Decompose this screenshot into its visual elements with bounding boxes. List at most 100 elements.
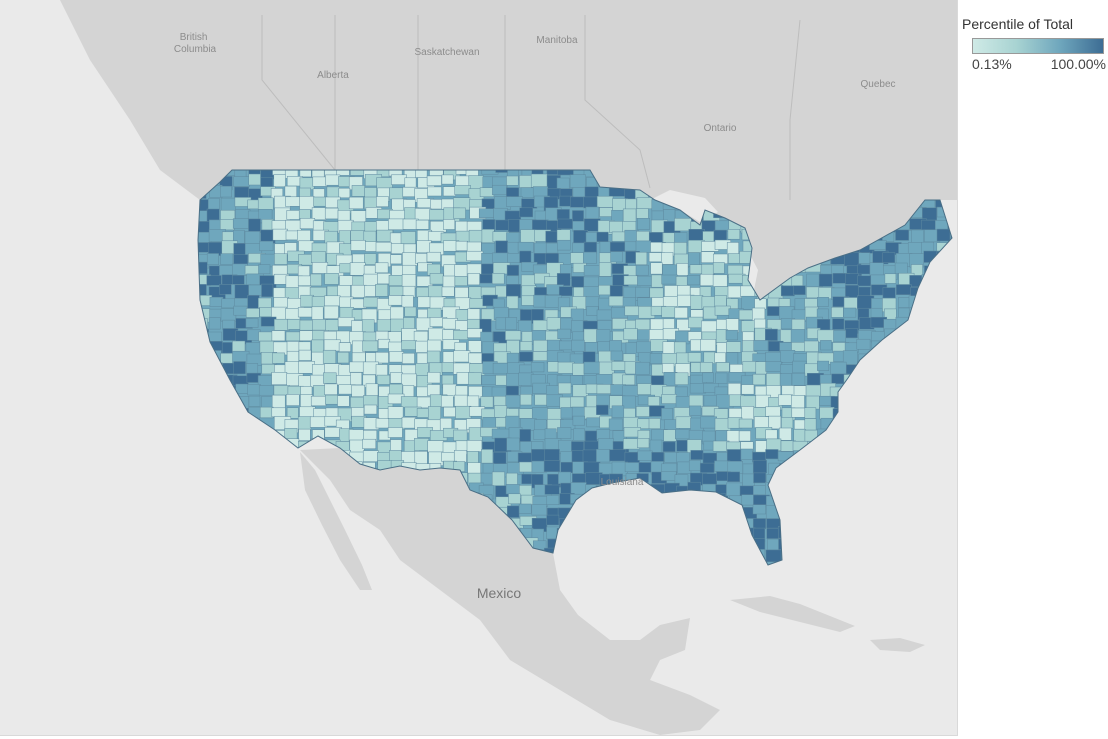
county-cell[interactable] bbox=[388, 218, 406, 230]
county-cell[interactable] bbox=[220, 537, 237, 549]
county-cell[interactable] bbox=[248, 505, 262, 519]
county-cell[interactable] bbox=[559, 396, 572, 409]
county-cell[interactable] bbox=[361, 319, 375, 334]
county-cell[interactable] bbox=[845, 517, 858, 533]
county-cell[interactable] bbox=[895, 284, 912, 295]
county-cell[interactable] bbox=[738, 309, 755, 321]
county-cell[interactable] bbox=[583, 251, 597, 264]
county-cell[interactable] bbox=[519, 351, 533, 362]
county-cell[interactable] bbox=[663, 516, 679, 528]
county-cell[interactable] bbox=[219, 395, 236, 409]
county-cell[interactable] bbox=[846, 395, 859, 406]
county-cell[interactable] bbox=[480, 396, 494, 408]
county-cell[interactable] bbox=[571, 518, 588, 528]
county-cell[interactable] bbox=[818, 518, 837, 530]
county-cell[interactable] bbox=[557, 218, 573, 230]
county-cell[interactable] bbox=[583, 496, 600, 508]
county-cell[interactable] bbox=[350, 230, 365, 241]
county-cell[interactable] bbox=[856, 548, 871, 559]
county-cell[interactable] bbox=[805, 516, 821, 529]
county-cell[interactable] bbox=[635, 517, 651, 530]
choropleth-map[interactable]: British Columbia Alberta Saskatchewan Ma… bbox=[0, 0, 957, 735]
county-cell[interactable] bbox=[934, 353, 950, 367]
county-cell[interactable] bbox=[921, 495, 935, 509]
county-cell[interactable] bbox=[871, 417, 885, 429]
county-cell[interactable] bbox=[844, 416, 860, 431]
county-cell[interactable] bbox=[869, 559, 883, 573]
county-cell[interactable] bbox=[401, 340, 417, 350]
county-cell[interactable] bbox=[219, 219, 235, 231]
county-cell[interactable] bbox=[921, 219, 937, 230]
county-cell[interactable] bbox=[610, 251, 623, 263]
county-cell[interactable] bbox=[543, 460, 561, 472]
county-cell[interactable] bbox=[598, 548, 616, 562]
county-cell[interactable] bbox=[819, 495, 834, 510]
county-cell[interactable] bbox=[885, 363, 903, 377]
county-cell[interactable] bbox=[299, 218, 316, 229]
county-cell[interactable] bbox=[298, 375, 311, 388]
county-cell[interactable] bbox=[208, 505, 224, 520]
county-cell[interactable] bbox=[219, 550, 232, 565]
county-cell[interactable] bbox=[689, 405, 702, 416]
county-cell[interactable] bbox=[285, 394, 300, 406]
county-cell[interactable] bbox=[547, 361, 560, 373]
county-cell[interactable] bbox=[506, 196, 523, 207]
county-cell[interactable] bbox=[274, 450, 287, 462]
county-cell[interactable] bbox=[833, 507, 850, 517]
county-cell[interactable] bbox=[582, 515, 598, 526]
county-cell[interactable] bbox=[546, 495, 560, 505]
county-cell[interactable] bbox=[219, 284, 232, 295]
county-cell[interactable] bbox=[819, 462, 834, 474]
county-cell[interactable] bbox=[909, 484, 926, 498]
county-cell[interactable] bbox=[609, 340, 622, 353]
county-cell[interactable] bbox=[364, 285, 376, 297]
county-cell[interactable] bbox=[833, 472, 848, 487]
county-cell[interactable] bbox=[622, 208, 637, 223]
county-cell[interactable] bbox=[234, 536, 248, 551]
county-cell[interactable] bbox=[898, 342, 913, 352]
county-cell[interactable] bbox=[377, 338, 391, 349]
county-cell[interactable] bbox=[429, 273, 444, 285]
county-cell[interactable] bbox=[687, 481, 701, 494]
county-cell[interactable] bbox=[612, 517, 628, 528]
county-cell[interactable] bbox=[311, 547, 327, 559]
county-cell[interactable] bbox=[714, 295, 727, 308]
county-cell[interactable] bbox=[897, 548, 915, 562]
county-cell[interactable] bbox=[206, 438, 222, 450]
county-cell[interactable] bbox=[637, 383, 652, 395]
county-cell[interactable] bbox=[884, 538, 902, 552]
county-cell[interactable] bbox=[791, 395, 805, 409]
county-cell[interactable] bbox=[571, 276, 585, 288]
county-cell[interactable] bbox=[648, 518, 666, 532]
county-cell[interactable] bbox=[312, 429, 325, 442]
county-cell[interactable] bbox=[247, 549, 263, 560]
county-cell[interactable] bbox=[208, 482, 222, 493]
county-cell[interactable] bbox=[272, 495, 289, 507]
county-cell[interactable] bbox=[882, 406, 895, 421]
county-cell[interactable] bbox=[404, 177, 417, 188]
county-cell[interactable] bbox=[258, 540, 274, 551]
county-cell[interactable] bbox=[934, 538, 946, 550]
county-cell[interactable] bbox=[205, 416, 222, 429]
county-cell[interactable] bbox=[663, 528, 678, 542]
county-cell[interactable] bbox=[349, 361, 366, 373]
county-cell[interactable] bbox=[585, 505, 599, 517]
county-cell[interactable] bbox=[716, 362, 730, 373]
county-cell[interactable] bbox=[429, 209, 445, 221]
county-cell[interactable] bbox=[934, 328, 950, 343]
county-cell[interactable] bbox=[699, 462, 715, 473]
county-cell[interactable] bbox=[936, 418, 948, 432]
county-cell[interactable] bbox=[882, 352, 896, 367]
county-cell[interactable] bbox=[857, 463, 870, 478]
county-cell[interactable] bbox=[950, 536, 957, 549]
county-cell[interactable] bbox=[271, 484, 289, 499]
county-cell[interactable] bbox=[401, 373, 417, 387]
county-cell[interactable] bbox=[311, 207, 327, 221]
county-cell[interactable] bbox=[221, 449, 239, 461]
county-cell[interactable] bbox=[910, 538, 924, 550]
county-cell[interactable] bbox=[481, 449, 494, 464]
county-cell[interactable] bbox=[909, 418, 921, 432]
county-cell[interactable] bbox=[833, 450, 849, 463]
county-cell[interactable] bbox=[949, 252, 957, 268]
county-cell[interactable] bbox=[741, 406, 755, 421]
